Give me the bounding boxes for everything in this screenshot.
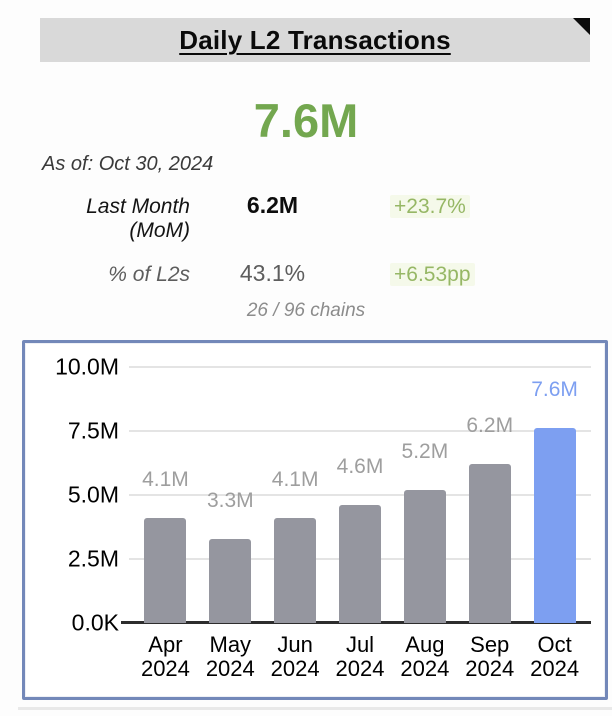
bar-value-label: 6.2M: [466, 414, 514, 438]
stat-change-value: +23.7%: [390, 195, 470, 218]
stat-label: Last Month (MoM): [86, 195, 190, 242]
x-tick-label: May 2024: [205, 632, 255, 682]
bar-value-label: 4.1M: [142, 468, 189, 492]
note-corner-icon[interactable]: [573, 18, 590, 35]
stat-row-last-month: Last Month (MoM) 6.2M +23.7%: [40, 192, 595, 243]
stat-value: 6.2M: [246, 192, 299, 218]
x-tick-label: Jul 2024: [335, 632, 385, 682]
bar-slot: 5.2M: [392, 367, 457, 623]
bar-value-label: 4.6M: [336, 455, 384, 479]
stat-change-value: +6.53pp: [390, 263, 475, 286]
bar-slot: 4.6M: [328, 367, 393, 623]
bar-value-label: 7.6M: [531, 378, 578, 402]
bar[interactable]: [468, 464, 511, 623]
bar[interactable]: [339, 505, 381, 623]
bar-slot: 7.6M: [522, 367, 587, 623]
gridline: [129, 366, 591, 368]
header-bar: Daily L2 Transactions: [40, 18, 590, 62]
bar-slot: 6.2M: [457, 367, 522, 623]
plot-area: 4.1M 3.3M 4.1M 4.6M 5.2M 6.2M 7.6M: [121, 366, 591, 624]
x-tick-label: Apr 2024: [140, 632, 190, 682]
bar[interactable]: [403, 489, 446, 623]
stat-label: % of L2s: [108, 263, 190, 286]
bar-current-month[interactable]: [533, 428, 576, 623]
stat-change: +6.53pp: [355, 263, 595, 287]
bar-slot: 3.3M: [198, 367, 263, 623]
y-tick-label: 2.5M: [67, 545, 119, 572]
bar-slot: 4.1M: [133, 367, 198, 623]
bar[interactable]: [144, 518, 187, 623]
gridline: [129, 494, 591, 496]
chains-count-note: 26 / 96 chains: [246, 300, 366, 321]
y-tick-label: 10.0M: [55, 353, 119, 380]
page-title: Daily L2 Transactions: [179, 24, 451, 55]
x-tick-label: Jun 2024: [270, 632, 320, 682]
y-tick-label: 7.5M: [67, 417, 119, 444]
bar-value-label: 5.2M: [401, 439, 449, 463]
bar[interactable]: [209, 538, 252, 623]
as-of-date: As of: Oct 30, 2024: [42, 153, 214, 175]
bar-slot: 4.1M: [263, 367, 328, 623]
bar[interactable]: [274, 518, 317, 623]
gridline: [129, 430, 591, 432]
y-tick-label: 5.0M: [67, 481, 119, 508]
bar-value-label: 4.1M: [271, 468, 319, 492]
bar-value-label: 3.3M: [206, 488, 254, 512]
x-tick-label: Aug 2024: [400, 632, 450, 682]
stats-table: Last Month (MoM) 6.2M +23.7% % of L2s 43…: [40, 192, 595, 304]
bar-chart[interactable]: 10.0M 7.5M 5.0M 2.5M 0.0K 4.1M 3.3M 4.1M 4.6M 5.…: [22, 340, 608, 700]
bars: 4.1M 3.3M 4.1M 4.6M 5.2M 6.2M 7.6M: [129, 367, 591, 623]
y-axis: 10.0M 7.5M 5.0M 2.5M 0.0K: [25, 354, 119, 636]
y-tick-label: 0.0K: [71, 609, 119, 636]
bottom-divider: [18, 707, 612, 710]
x-tick-label: Sep 2024: [465, 632, 515, 682]
x-axis: Apr 2024 May 2024 Jun 2024 Jul 2024 Aug 2024 Sep 20…: [129, 632, 591, 682]
stat-row-pct-of-l2s: % of L2s 43.1% +6.53pp: [40, 260, 595, 287]
main-metric-value: 7.6M: [253, 94, 359, 147]
x-tick-label: Oct 2024: [530, 632, 580, 682]
stat-change: +23.7%: [355, 195, 595, 219]
stat-value: 43.1%: [239, 260, 306, 286]
